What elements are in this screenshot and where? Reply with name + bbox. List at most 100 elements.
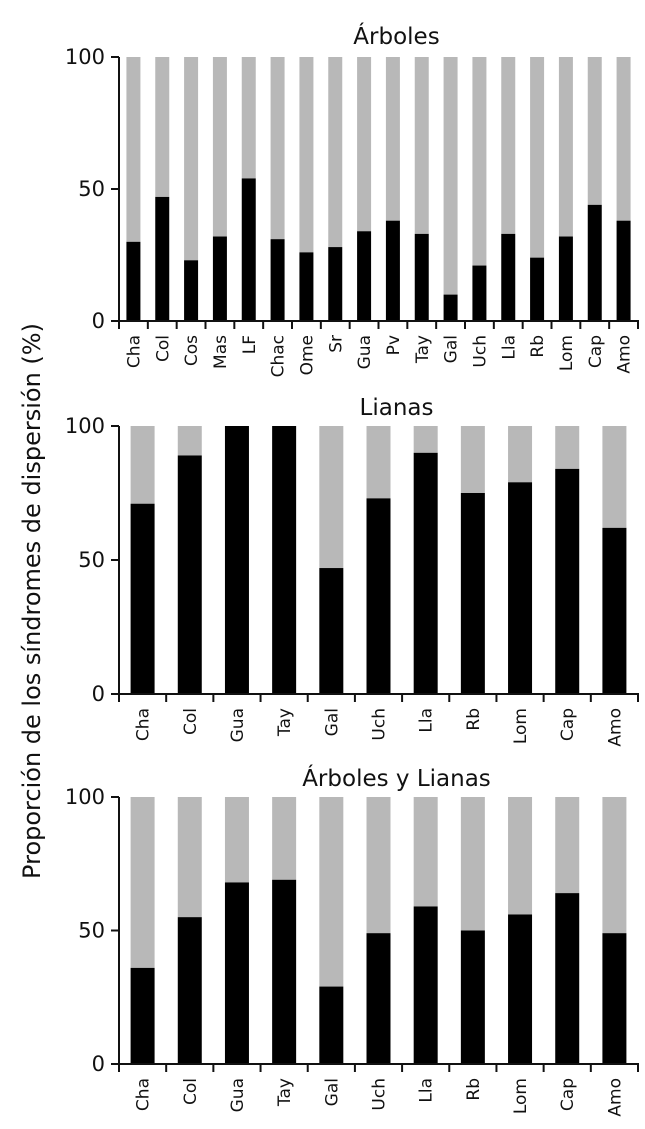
- bar: [130, 967, 155, 1064]
- bar-remainder: [460, 426, 485, 493]
- bar: [413, 906, 438, 1064]
- bar: [319, 986, 344, 1064]
- panel-1: Árboles 0 50 100 Cha Col Cos Mas LF Chac Ome Sr Gua P…: [65, 22, 639, 377]
- x-tick-label: Cha: [124, 335, 144, 368]
- bar-remainder: [508, 426, 533, 483]
- bar: [414, 233, 429, 321]
- panel-title: Árboles: [353, 22, 439, 50]
- x-tick-label: Pv: [384, 335, 404, 355]
- x-tick-label: Uch: [370, 708, 390, 741]
- y-tick-label: 0: [92, 309, 105, 333]
- bar-remainder: [184, 57, 199, 261]
- bar-remainder: [357, 57, 372, 232]
- x-tick-label: Amo: [605, 1078, 625, 1117]
- bar: [126, 241, 141, 321]
- bar-remainder: [319, 426, 344, 569]
- x-tick-label: Cha: [134, 1078, 154, 1111]
- bar: [602, 527, 627, 694]
- x-tick-label: Col: [181, 708, 201, 735]
- bar: [460, 930, 485, 1064]
- bar: [366, 498, 391, 694]
- bar-remainder: [501, 57, 516, 234]
- x-tick-label: Uch: [470, 335, 490, 368]
- y-axis-label: Proporción de los síndromes de dispersió…: [18, 323, 46, 879]
- x-tick-label: Lom: [511, 708, 531, 744]
- panel-title: Lianas: [360, 395, 434, 421]
- bar-remainder: [177, 797, 202, 918]
- bar-remainder: [130, 426, 155, 504]
- x-tick-label: Uch: [370, 1078, 390, 1111]
- bar-remainder: [155, 57, 170, 197]
- x-tick-label: Cap: [558, 708, 578, 741]
- bar: [555, 468, 580, 694]
- bar: [299, 252, 314, 321]
- bar: [224, 426, 249, 694]
- bar-remainder: [558, 57, 573, 237]
- x-tick-label: Sr: [326, 335, 346, 353]
- bar-remainder: [366, 797, 391, 934]
- bar: [184, 260, 199, 321]
- bar: [443, 294, 458, 321]
- x-tick-label: LF: [240, 335, 260, 354]
- x-tick-label: Lla: [417, 708, 437, 733]
- bar-remainder: [414, 57, 429, 234]
- x-tick-label: Rb: [464, 1078, 484, 1101]
- bar: [460, 493, 485, 694]
- bar: [508, 914, 533, 1064]
- bar: [472, 265, 487, 321]
- y-tick-label: 50: [78, 177, 105, 201]
- x-tick-label: Cap: [586, 335, 606, 368]
- y-tick-label: 100: [65, 785, 105, 809]
- bar-remainder: [530, 57, 545, 258]
- x-tick-label: Cap: [558, 1078, 578, 1111]
- bar: [413, 452, 438, 694]
- bar-remainder: [212, 57, 227, 237]
- x-tick-label: Cos: [182, 335, 202, 366]
- bar: [270, 239, 285, 321]
- bar: [272, 426, 297, 694]
- bar-remainder: [413, 426, 438, 453]
- bar-remainder: [472, 57, 487, 266]
- bar: [366, 933, 391, 1064]
- bar: [530, 257, 545, 321]
- bar: [177, 455, 202, 694]
- x-tick-label: Lla: [499, 335, 519, 360]
- bar-remainder: [241, 57, 256, 179]
- x-tick-label: Lom: [557, 335, 577, 371]
- x-tick-label: Tay: [275, 708, 295, 737]
- bar: [357, 231, 372, 321]
- bar: [241, 178, 256, 321]
- bar-remainder: [177, 426, 202, 456]
- bar-remainder: [508, 797, 533, 915]
- bar-remainder: [299, 57, 314, 253]
- x-tick-label: Lom: [511, 1078, 531, 1114]
- bar: [501, 233, 516, 321]
- y-tick-label: 0: [92, 682, 105, 706]
- x-tick-label: Gua: [228, 1078, 248, 1112]
- bar-remainder: [413, 797, 438, 907]
- x-tick-label: Amo: [605, 708, 625, 747]
- x-tick-label: Ome: [297, 335, 317, 375]
- bar: [616, 220, 631, 321]
- x-tick-label: Gal: [442, 335, 462, 363]
- bar-remainder: [443, 57, 458, 295]
- x-tick-label: Amo: [615, 335, 635, 374]
- y-tick-label: 100: [65, 414, 105, 438]
- bar-remainder: [555, 797, 580, 894]
- y-tick-label: 50: [78, 548, 105, 572]
- x-tick-label: Col: [153, 335, 173, 362]
- bar: [177, 917, 202, 1064]
- panel-3: Árboles y Lianas 0 50 100 Cha Col Gua Tay Gal Uch…: [65, 764, 639, 1117]
- bar: [558, 236, 573, 321]
- bar: [587, 204, 602, 321]
- y-tick-label: 50: [78, 919, 105, 943]
- x-tick-label: Gal: [322, 1078, 342, 1106]
- bar: [155, 196, 170, 321]
- bar-remainder: [602, 426, 627, 528]
- x-tick-label: Cha: [134, 708, 154, 741]
- x-tick-label: Col: [181, 1078, 201, 1105]
- bar-remainder: [555, 426, 580, 469]
- bar-remainder: [272, 797, 297, 880]
- x-tick-label: Gua: [228, 708, 248, 742]
